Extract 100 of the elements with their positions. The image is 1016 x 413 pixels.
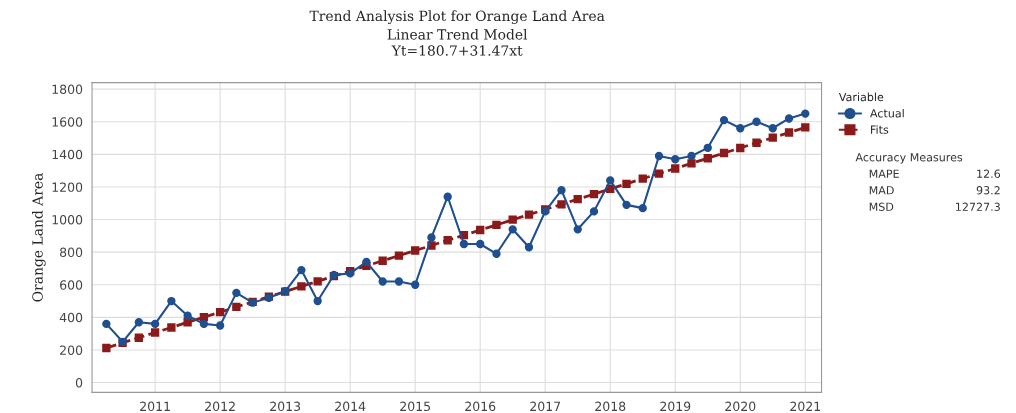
- point: [622, 179, 631, 189]
- x-tick-label: 2017: [530, 401, 561, 412]
- point: [492, 220, 501, 230]
- y-tick-label: 1600: [52, 117, 83, 127]
- point: [167, 323, 176, 332]
- point: [736, 143, 745, 153]
- point: [801, 109, 810, 118]
- point: [801, 123, 810, 132]
- x-tick-label: 2015: [400, 401, 430, 412]
- point: [443, 236, 452, 245]
- point: [719, 115, 729, 125]
- point: [557, 186, 566, 195]
- point: [427, 233, 436, 242]
- point: [703, 143, 712, 152]
- text: Accuracy Measures: [855, 153, 963, 164]
- point: [183, 311, 192, 320]
- point: [232, 288, 241, 298]
- x-tick-label: 2020: [725, 401, 756, 412]
- y-tick-label: 1200: [52, 182, 83, 192]
- point: [589, 207, 599, 216]
- point: [638, 203, 647, 213]
- y-tick-label: 1000: [52, 215, 83, 225]
- point: [459, 239, 469, 249]
- point: [736, 124, 745, 133]
- text: 12727.3: [956, 202, 1000, 211]
- y-tick-label: 1800: [52, 84, 83, 95]
- y-tick-label: 600: [60, 280, 83, 290]
- x-tick-label: 2019: [660, 401, 691, 412]
- point: [411, 280, 420, 289]
- point: [167, 296, 176, 306]
- point: [606, 176, 615, 185]
- point: [297, 265, 306, 275]
- point: [215, 321, 225, 330]
- point: [476, 239, 485, 249]
- point: [719, 148, 729, 158]
- point: [411, 246, 420, 255]
- point: [768, 133, 777, 142]
- point: [313, 277, 322, 286]
- point: [654, 169, 664, 178]
- y-tick-label: 200: [60, 345, 83, 355]
- x-tick-label: 2014: [335, 401, 366, 412]
- point: [524, 210, 534, 219]
- point: [687, 159, 696, 168]
- point: [134, 333, 144, 342]
- point: [752, 117, 761, 126]
- point: [492, 249, 501, 258]
- x-tick-label: 2012: [205, 401, 235, 412]
- point: [589, 189, 599, 199]
- point: [524, 243, 534, 252]
- point: [671, 164, 680, 173]
- y-axis-title: Orange Land Area: [32, 173, 46, 302]
- y-tick-label: 800: [60, 247, 83, 258]
- point: [752, 138, 761, 147]
- point: [654, 151, 664, 161]
- point: [150, 319, 160, 329]
- point: [313, 296, 322, 306]
- y-tick-label: 400: [59, 312, 83, 323]
- point: [687, 151, 696, 161]
- legend-title: Variable: [838, 92, 884, 102]
- point: [362, 257, 371, 267]
- legend-label: Fits: [871, 125, 889, 134]
- point: [638, 174, 647, 183]
- point: [557, 200, 566, 209]
- point: [671, 155, 680, 164]
- y-tick-label: 0: [75, 378, 83, 388]
- point: [297, 282, 306, 291]
- point: [134, 318, 144, 327]
- point: [443, 192, 452, 201]
- point: [768, 124, 777, 133]
- point: [622, 200, 631, 210]
- x-tick-label: 2016: [465, 401, 496, 412]
- text: 93.2: [976, 186, 1000, 195]
- point: [703, 154, 712, 163]
- point: [573, 195, 582, 204]
- point: [476, 225, 485, 235]
- point: [378, 256, 387, 265]
- point: [394, 277, 404, 286]
- x-tick-label: 2021: [790, 401, 821, 412]
- x-tick-label: 2011: [140, 401, 170, 412]
- point: [102, 343, 111, 353]
- point: [573, 225, 582, 234]
- chart-subtitle: Linear Trend Model Yt=180.7+31.47xt: [387, 28, 528, 56]
- x-tick-label: 2013: [270, 401, 301, 412]
- x-tick-label: 2018: [595, 401, 626, 412]
- point: [199, 319, 209, 329]
- point: [102, 319, 111, 329]
- y-tick-label: 1400: [52, 149, 83, 160]
- chart-title: Trend Analysis Plot for Orange Land Area: [309, 10, 605, 24]
- point: [508, 225, 517, 234]
- point: [508, 215, 517, 224]
- point: [784, 114, 794, 123]
- text: MAD: [869, 186, 894, 195]
- point: [394, 251, 404, 260]
- text: MSD: [869, 202, 894, 211]
- point: [150, 328, 160, 337]
- text: 12.6: [977, 169, 1001, 178]
- point: [215, 307, 225, 317]
- text: MAPE: [869, 169, 899, 178]
- point: [784, 128, 794, 137]
- point: [378, 277, 387, 286]
